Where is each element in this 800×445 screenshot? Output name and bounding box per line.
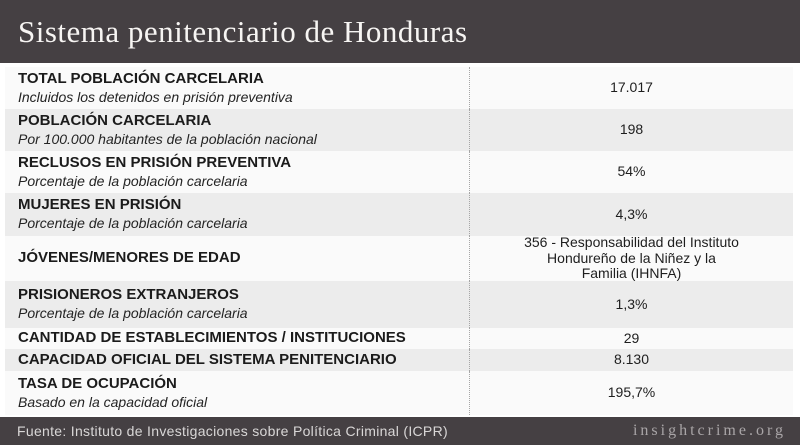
stat-label-cell: CANTIDAD DE ESTABLECIMIENTOS / INSTITUCI… bbox=[5, 328, 470, 349]
stat-label-cell: POBLACIÓN CARCELARIA Por 100.000 habitan… bbox=[5, 109, 470, 151]
table-row: CAPACIDAD OFICIAL DEL SISTEMA PENITENCIA… bbox=[5, 349, 793, 371]
stat-label: MUJERES EN PRISIÓN bbox=[18, 196, 182, 214]
table-row: RECLUSOS EN PRISIÓN PREVENTIVA Porcentaj… bbox=[5, 151, 793, 193]
stat-label: TOTAL POBLACIÓN CARCELARIA bbox=[18, 69, 264, 87]
stat-label-cell: CAPACIDAD OFICIAL DEL SISTEMA PENITENCIA… bbox=[5, 349, 470, 371]
table-row: TOTAL POBLACIÓN CARCELARIA Incluidos los… bbox=[5, 67, 793, 109]
stat-label: RECLUSOS EN PRISIÓN PREVENTIVA bbox=[18, 153, 292, 171]
stat-label: TASA DE OCUPACIÓN bbox=[18, 374, 177, 392]
table-row: TASA DE OCUPACIÓN Basado en la capacidad… bbox=[5, 371, 793, 415]
stat-value: 1,3% bbox=[615, 295, 648, 312]
stat-label-cell: RECLUSOS EN PRISIÓN PREVENTIVA Porcentaj… bbox=[5, 151, 470, 193]
stat-sublabel: Porcentaje de la población carcelaria bbox=[18, 172, 248, 189]
stat-sublabel: Incluidos los detenidos en prisión preve… bbox=[18, 88, 293, 105]
title-bar: Sistema penitenciario de Honduras bbox=[0, 0, 800, 63]
stat-value: 54% bbox=[617, 163, 646, 180]
table-row: MUJERES EN PRISIÓN Porcentaje de la pobl… bbox=[5, 193, 793, 236]
stat-label: CAPACIDAD OFICIAL DEL SISTEMA PENITENCIA… bbox=[18, 350, 397, 368]
stat-value: 198 bbox=[619, 121, 644, 138]
table-row: PRISIONEROS EXTRANJEROS Porcentaje de la… bbox=[5, 281, 793, 328]
stat-sublabel: Porcentaje de la población carcelaria bbox=[18, 305, 248, 322]
stat-label-cell: JÓVENES/MENORES DE EDAD bbox=[5, 236, 470, 281]
stat-label-cell: PRISIONEROS EXTRANJEROS Porcentaje de la… bbox=[5, 281, 470, 328]
source-bar: Fuente: Instituto de Investigaciones sob… bbox=[0, 417, 800, 445]
brand-text: insightcrime.org bbox=[632, 422, 786, 439]
stat-label-cell: MUJERES EN PRISIÓN Porcentaje de la pobl… bbox=[5, 193, 470, 236]
stat-label: PRISIONEROS EXTRANJEROS bbox=[18, 286, 239, 304]
stat-label: CANTIDAD DE ESTABLECIMIENTOS / INSTITUCI… bbox=[18, 329, 406, 347]
page-title: Sistema penitenciario de Honduras bbox=[18, 13, 468, 49]
stats-table: TOTAL POBLACIÓN CARCELARIA Incluidos los… bbox=[5, 67, 793, 415]
stat-sublabel: Basado en la capacidad oficial bbox=[18, 393, 208, 410]
stat-value: 195,7% bbox=[607, 384, 656, 401]
stat-value: 29 bbox=[623, 329, 640, 346]
stat-label: POBLACIÓN CARCELARIA bbox=[18, 111, 212, 129]
stat-value: 17.017 bbox=[610, 79, 653, 96]
table-row: CANTIDAD DE ESTABLECIMIENTOS / INSTITUCI… bbox=[5, 328, 793, 349]
stat-sublabel: Porcentaje de la población carcelaria bbox=[18, 215, 248, 232]
source-text: Fuente: Instituto de Investigaciones sob… bbox=[17, 423, 448, 439]
stat-sublabel: Por 100.000 habitantes de la población n… bbox=[18, 130, 317, 147]
table-row: POBLACIÓN CARCELARIA Por 100.000 habitan… bbox=[5, 109, 793, 151]
stat-value: 356 - Responsabilidad del Instituto Hond… bbox=[524, 236, 739, 281]
stat-label-cell: TOTAL POBLACIÓN CARCELARIA Incluidos los… bbox=[5, 67, 470, 109]
stat-label: JÓVENES/MENORES DE EDAD bbox=[18, 249, 241, 267]
stat-label-cell: TASA DE OCUPACIÓN Basado en la capacidad… bbox=[5, 371, 470, 415]
stat-value: 4,3% bbox=[615, 205, 648, 222]
stat-value: 8.130 bbox=[613, 351, 650, 368]
table-row: JÓVENES/MENORES DE EDAD 356 - Responsabi… bbox=[5, 236, 793, 281]
